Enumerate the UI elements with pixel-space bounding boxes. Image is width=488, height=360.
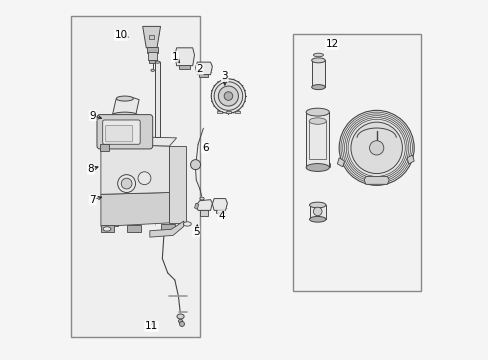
Ellipse shape	[305, 163, 328, 171]
Polygon shape	[101, 144, 169, 194]
Bar	[179, 65, 190, 68]
Bar	[148, 60, 156, 63]
Bar	[216, 210, 224, 213]
Polygon shape	[149, 221, 183, 237]
Bar	[148, 53, 157, 60]
Text: 2: 2	[196, 64, 203, 74]
Circle shape	[211, 79, 245, 113]
Ellipse shape	[177, 314, 184, 319]
Bar	[199, 74, 207, 77]
Circle shape	[350, 122, 402, 174]
Ellipse shape	[178, 319, 183, 323]
Ellipse shape	[309, 216, 325, 222]
Polygon shape	[112, 98, 139, 116]
Polygon shape	[160, 224, 175, 231]
Circle shape	[369, 141, 383, 155]
Ellipse shape	[311, 58, 325, 63]
Bar	[309, 205, 325, 219]
Circle shape	[190, 159, 200, 170]
Polygon shape	[169, 146, 185, 223]
Circle shape	[179, 321, 184, 327]
Ellipse shape	[151, 69, 154, 71]
Polygon shape	[200, 210, 207, 216]
Bar	[305, 112, 328, 167]
Ellipse shape	[116, 96, 133, 101]
Ellipse shape	[155, 61, 160, 63]
Polygon shape	[142, 26, 160, 48]
Text: 5: 5	[193, 227, 199, 237]
Polygon shape	[234, 111, 240, 113]
Ellipse shape	[111, 112, 138, 119]
Polygon shape	[225, 111, 231, 113]
Polygon shape	[212, 199, 227, 210]
Ellipse shape	[183, 222, 191, 226]
Text: 4: 4	[218, 211, 224, 221]
Ellipse shape	[200, 197, 203, 200]
Text: 3: 3	[221, 71, 228, 81]
Bar	[71, 16, 200, 337]
Polygon shape	[195, 62, 212, 75]
Ellipse shape	[103, 227, 111, 231]
Circle shape	[118, 175, 135, 193]
FancyBboxPatch shape	[102, 120, 140, 144]
Polygon shape	[337, 158, 344, 167]
Bar	[311, 60, 325, 87]
Polygon shape	[101, 136, 176, 146]
Text: 12: 12	[325, 39, 338, 49]
Polygon shape	[175, 48, 194, 66]
Polygon shape	[364, 176, 388, 184]
Text: 6: 6	[202, 143, 208, 153]
Circle shape	[121, 178, 132, 189]
Text: 11: 11	[145, 321, 158, 332]
Bar	[308, 121, 325, 158]
Circle shape	[313, 207, 322, 216]
Polygon shape	[406, 155, 413, 164]
Polygon shape	[101, 193, 169, 226]
Text: 9: 9	[89, 111, 96, 121]
Polygon shape	[101, 144, 118, 226]
Circle shape	[224, 92, 232, 100]
Circle shape	[214, 82, 242, 111]
Circle shape	[218, 86, 238, 106]
FancyBboxPatch shape	[105, 125, 132, 142]
Polygon shape	[217, 111, 222, 113]
Polygon shape	[101, 225, 114, 232]
Ellipse shape	[305, 108, 328, 116]
Polygon shape	[126, 225, 141, 232]
Text: 8: 8	[87, 164, 94, 174]
Text: 1: 1	[171, 52, 178, 62]
Bar	[292, 33, 421, 291]
FancyBboxPatch shape	[97, 114, 152, 149]
Polygon shape	[196, 200, 212, 210]
Ellipse shape	[308, 118, 325, 124]
Text: 7: 7	[89, 195, 96, 204]
Ellipse shape	[309, 202, 325, 208]
Polygon shape	[194, 203, 198, 209]
Bar	[148, 35, 154, 39]
Bar	[155, 62, 160, 137]
Bar	[147, 47, 158, 53]
Polygon shape	[100, 144, 108, 152]
Ellipse shape	[313, 53, 323, 57]
Circle shape	[374, 143, 378, 147]
Text: 10: 10	[115, 30, 127, 40]
Ellipse shape	[311, 85, 325, 90]
Circle shape	[138, 172, 151, 185]
Circle shape	[339, 111, 413, 185]
